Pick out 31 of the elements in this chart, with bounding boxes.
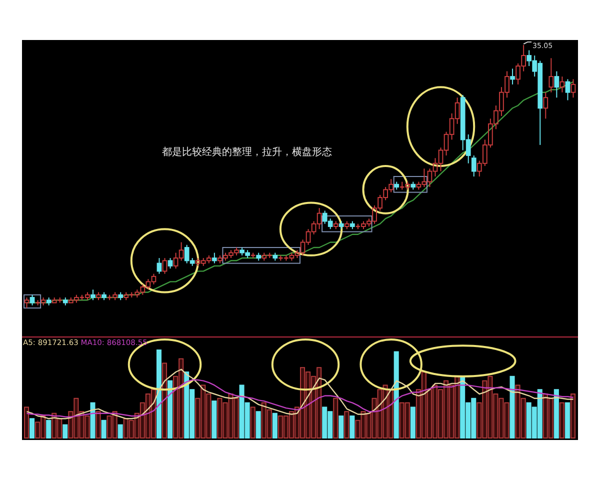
bar xyxy=(410,406,416,438)
candlestick xyxy=(156,258,162,274)
bar xyxy=(344,411,350,438)
bar xyxy=(394,351,399,438)
bar xyxy=(554,389,559,438)
bar xyxy=(272,412,278,438)
bar xyxy=(333,398,338,438)
bar xyxy=(90,402,96,438)
bar xyxy=(46,420,52,438)
bar xyxy=(62,424,68,438)
bar xyxy=(250,406,256,438)
annotation: 都是比较经典的整理，拉升，横盘形态 xyxy=(162,146,332,158)
candlestick xyxy=(510,68,515,85)
bar xyxy=(168,380,173,438)
bar xyxy=(338,416,344,438)
candlestick xyxy=(560,76,565,93)
bar xyxy=(118,424,123,438)
bar xyxy=(212,400,217,438)
bar xyxy=(96,411,101,438)
bar xyxy=(30,418,35,438)
bar xyxy=(256,411,261,438)
bar xyxy=(510,376,515,438)
bar xyxy=(162,362,168,438)
bar xyxy=(350,416,355,438)
bar xyxy=(101,420,106,438)
bar xyxy=(24,406,30,438)
bar xyxy=(156,350,162,438)
bar xyxy=(564,402,570,438)
candlestick xyxy=(548,58,554,93)
bar xyxy=(559,402,564,438)
bar xyxy=(570,394,576,438)
